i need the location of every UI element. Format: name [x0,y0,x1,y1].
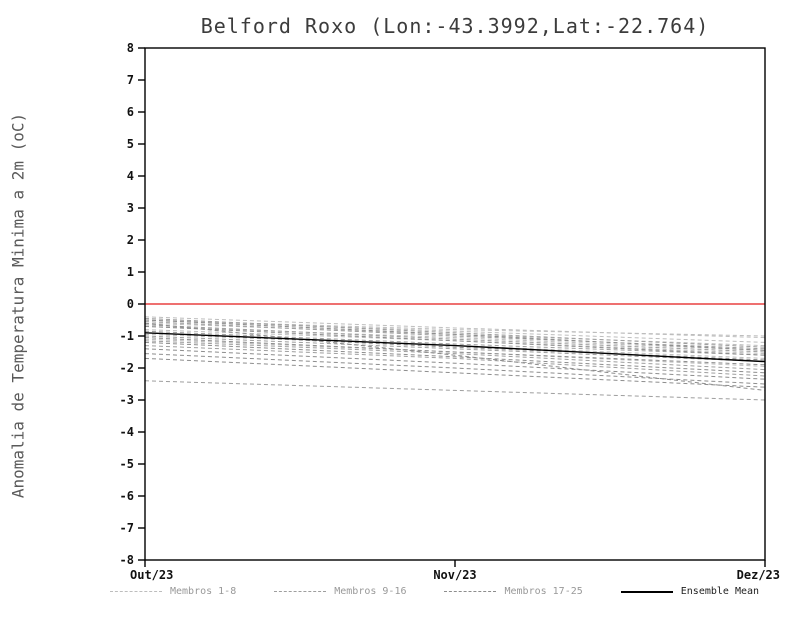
ensemble-member-line [144,325,766,351]
legend-label: Ensemble Mean [680,586,760,597]
x-tick-label: Out/23 [130,568,173,582]
ensemble-member-line [144,325,766,356]
ensemble-member-line [144,357,766,388]
ensemble-member-line [144,322,766,391]
ensemble-member-line [144,332,766,361]
legend-item: Membros 17-25 [444,586,583,597]
ensemble-member-line [144,353,766,385]
ensemble-member-line [144,380,766,401]
y-tick-label: 1 [127,265,134,279]
y-tick-label: 4 [127,169,134,183]
ensemble-member-line [144,348,766,380]
ensemble-member-line [144,345,766,377]
legend-item: Ensemble Mean [620,586,760,597]
ensemble-member-line [144,330,766,356]
legend: Membros 1-8 Membros 9-16 Membros 17-25 Ense… [110,586,770,597]
legend-label: Membros 1-8 [170,586,237,597]
legend-item: Membros 1-8 [110,586,236,597]
y-tick-label: 3 [127,201,134,215]
legend-line-dashed-icon [274,591,327,592]
y-tick-label: -4 [120,425,134,439]
y-tick-label: 7 [127,73,134,87]
ensemble-member-line [144,324,766,353]
x-tick-label: Nov/23 [433,568,476,582]
ensemble-mean-line [144,332,766,363]
ensemble-member-line [144,319,766,351]
y-tick-label: 0 [127,297,134,311]
legend-line-dashed-icon [110,591,162,592]
ensemble-member-line [144,316,766,339]
y-tick-label: 6 [127,105,134,119]
y-tick-label: 5 [127,137,134,151]
y-tick-label: -3 [120,393,134,407]
legend-line-solid-icon [620,590,673,593]
legend-item: Membros 9-16 [274,586,406,597]
y-tick-label: -8 [120,553,134,567]
y-tick-label: -6 [120,489,134,503]
y-tick-label: -7 [120,521,134,535]
y-tick-label: -2 [120,361,134,375]
ensemble-member-line [144,319,766,337]
y-tick-label: -1 [120,329,134,343]
ensemble-member-line [144,321,766,350]
y-tick-label: 8 [127,41,134,55]
ensemble-member-line [144,337,766,366]
ensemble-member-line [144,341,766,374]
legend-line-dashed-icon [444,591,497,592]
y-tick-label: -5 [120,457,134,471]
ensemble-member-line [144,335,766,363]
y-tick-label: 2 [127,233,134,247]
legend-label: Membros 17-25 [504,586,583,597]
ensemble-member-line [144,319,766,343]
ensemble-member-line [144,340,766,371]
x-tick-label: Dez/23 [737,568,780,582]
ensemble-member-line [144,317,766,348]
chart-title: Belford Roxo (Lon:-43.3992,Lat:-22.764) [200,14,710,38]
legend-label: Membros 9-16 [334,586,407,597]
